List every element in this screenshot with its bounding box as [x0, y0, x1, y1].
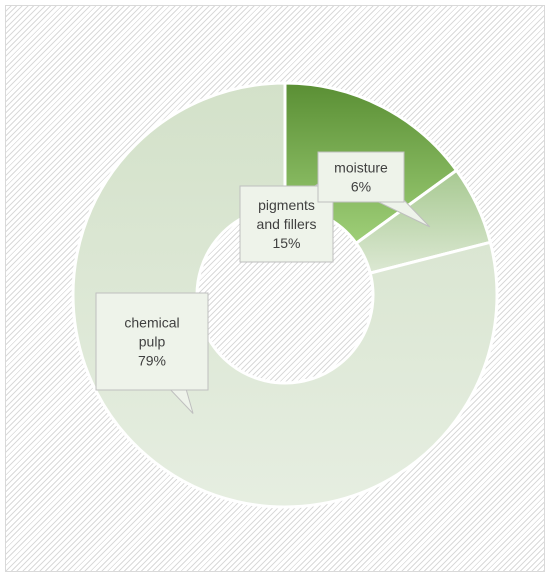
data-label: 79%: [138, 353, 166, 369]
callout-moisture: moisture 6%: [317, 151, 431, 228]
data-label: 6%: [351, 179, 371, 195]
callout-chemical-pulp: chemical pulp 79%: [95, 292, 209, 414]
data-label: moisture: [334, 160, 388, 176]
data-label: and fillers: [257, 216, 317, 232]
data-label: 15%: [272, 235, 300, 251]
callout-box: [317, 151, 405, 203]
slice-chemical-pulp: [71, 81, 499, 509]
data-label: pulp: [139, 334, 166, 350]
data-label: chemical: [124, 315, 179, 331]
callout-box: [95, 292, 209, 391]
data-label: pigments: [258, 197, 315, 213]
